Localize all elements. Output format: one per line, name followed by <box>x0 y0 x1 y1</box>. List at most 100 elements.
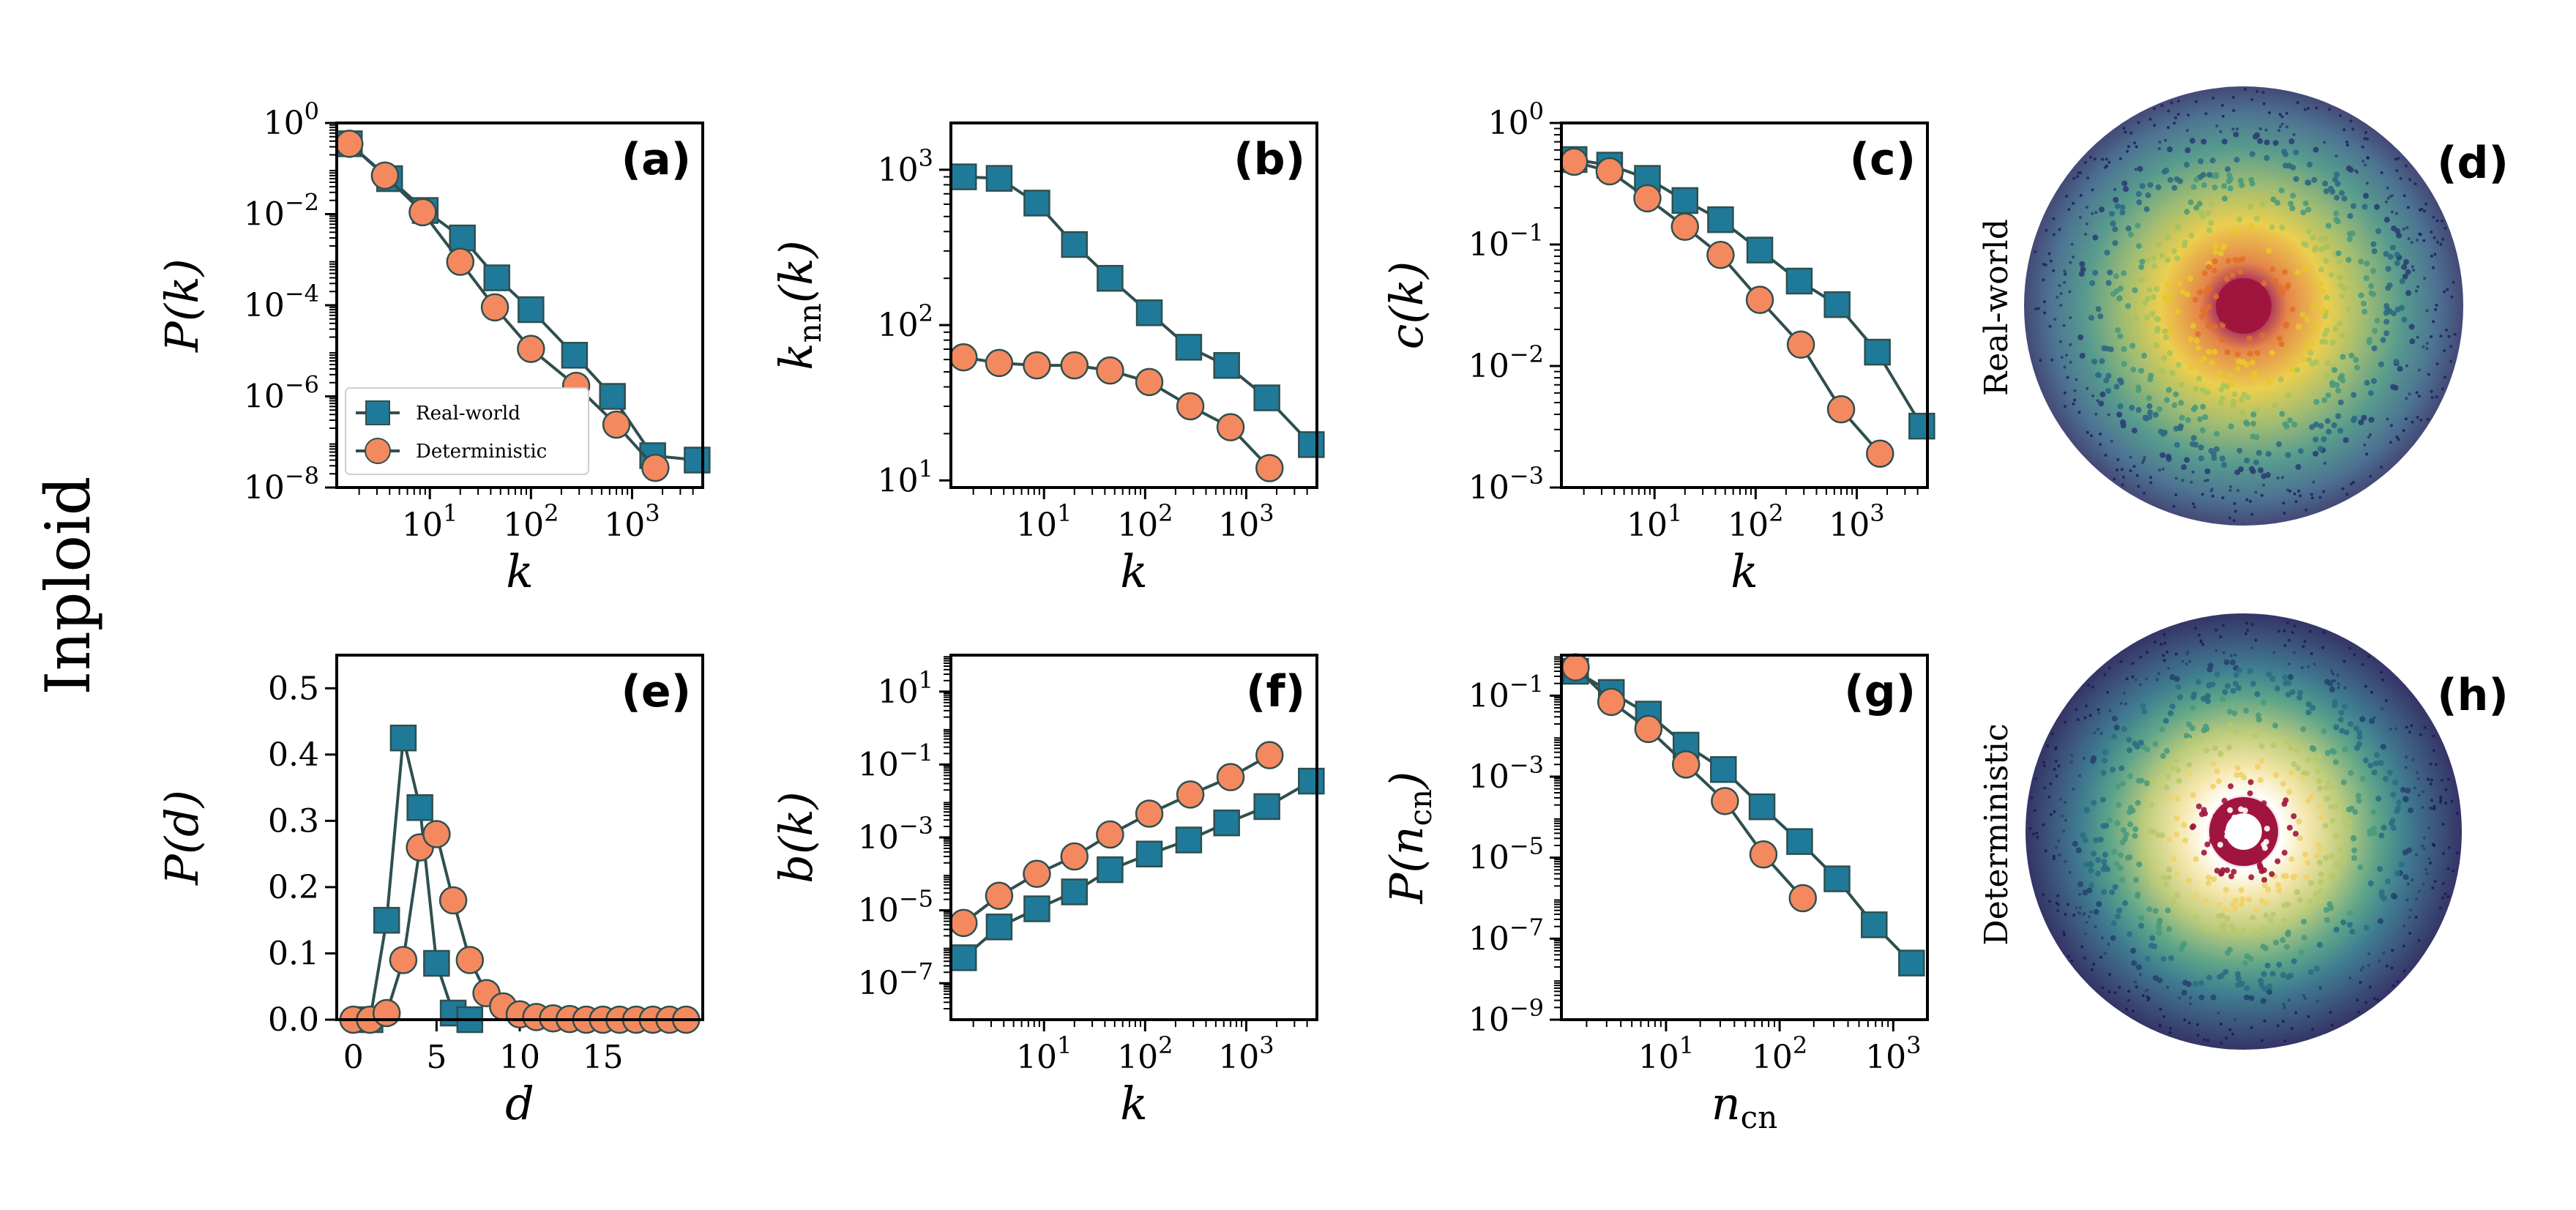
network-node <box>2129 131 2133 135</box>
network-node <box>2346 827 2353 834</box>
network-node <box>2280 972 2286 978</box>
network-node <box>2134 892 2140 899</box>
network-node <box>2322 180 2329 187</box>
network-node <box>2063 280 2067 284</box>
network-node <box>2432 734 2435 738</box>
network-node <box>2222 906 2229 913</box>
network-node <box>2070 959 2074 963</box>
network-node <box>2329 686 2335 692</box>
network-node <box>2260 925 2267 931</box>
network-node <box>2403 258 2409 265</box>
data-point-square <box>950 163 977 190</box>
network-node <box>2202 414 2209 420</box>
network-node <box>2445 328 2448 332</box>
network-node <box>2102 851 2108 858</box>
panel-label-h: (h) <box>2437 670 2509 721</box>
network-node <box>2317 859 2323 866</box>
network-node <box>2077 718 2080 722</box>
network-node <box>2169 764 2176 771</box>
network-node <box>2272 140 2279 146</box>
network-node <box>2204 927 2210 933</box>
network-node <box>2224 833 2230 840</box>
network-node <box>2058 228 2061 231</box>
network-node <box>2322 313 2329 319</box>
network-node <box>2156 930 2162 936</box>
network-node <box>2253 215 2260 222</box>
side-label-deterministic: Deterministic <box>1978 723 2015 945</box>
network-node <box>2101 986 2105 990</box>
network-node <box>2078 271 2085 277</box>
network-node <box>2175 362 2181 368</box>
network-node <box>2450 799 2454 803</box>
network-node <box>2067 955 2071 958</box>
network-node <box>2396 979 2400 983</box>
network-node <box>2269 971 2276 977</box>
network-node <box>2118 876 2125 883</box>
network-node <box>2105 373 2112 379</box>
network-node <box>2231 391 2238 397</box>
network-node <box>2158 141 2162 144</box>
network-node <box>2094 412 2098 416</box>
network-node <box>2244 88 2247 92</box>
data-point-circle <box>985 348 1014 378</box>
network-node <box>2135 191 2142 198</box>
network-node <box>2125 303 2132 310</box>
network-node <box>2138 277 2145 284</box>
network-node <box>2174 477 2178 480</box>
network-node <box>2374 317 2381 324</box>
network-node <box>2092 234 2099 241</box>
network-node <box>2082 837 2088 843</box>
y-tick-label: 10−3 <box>1468 751 1544 796</box>
network-node <box>2240 296 2247 303</box>
x-tick-label: 102 <box>1728 499 1783 544</box>
network-node <box>2192 404 2198 411</box>
network-node <box>2059 292 2063 295</box>
network-node <box>2392 779 2398 785</box>
network-node <box>2293 624 2296 628</box>
network-node <box>2093 908 2099 915</box>
network-node <box>2079 353 2086 359</box>
network-node <box>2328 185 2334 192</box>
network-node <box>2333 210 2340 217</box>
network-node <box>2282 421 2288 427</box>
network-node <box>2221 183 2228 190</box>
network-node <box>2282 1003 2285 1007</box>
network-node <box>2181 990 2187 996</box>
network-node <box>2065 354 2069 357</box>
network-node <box>2264 128 2268 132</box>
network-node <box>2228 1028 2232 1031</box>
network-node <box>2098 400 2105 407</box>
network-node <box>2218 848 2225 854</box>
network-node <box>2062 324 2066 327</box>
data-point-square <box>1898 949 1925 976</box>
network-node <box>2353 725 2359 731</box>
network-node <box>2151 263 2157 269</box>
network-node <box>2342 285 2348 292</box>
network-node <box>2211 184 2218 191</box>
network-node <box>2166 926 2173 933</box>
network-node <box>2346 807 2352 813</box>
network-node <box>2140 460 2144 464</box>
panel-label-a: (a) <box>621 134 691 185</box>
network-node <box>2256 449 2262 456</box>
network-node <box>2339 190 2345 196</box>
network-node <box>2368 283 2375 289</box>
network-node <box>2118 765 2125 772</box>
network-node <box>2302 851 2308 858</box>
network-node <box>2077 881 2083 887</box>
network-node <box>2114 820 2121 826</box>
network-node <box>2135 799 2141 806</box>
network-node <box>2235 365 2241 372</box>
network-node <box>2079 171 2083 174</box>
network-node <box>2294 269 2301 276</box>
network-node <box>2425 342 2429 346</box>
network-node <box>2092 269 2099 276</box>
data-point-circle <box>1560 147 1588 176</box>
network-node <box>2354 744 2360 751</box>
network-node <box>2363 137 2367 141</box>
network-node <box>2206 171 2213 178</box>
network-node <box>2423 277 2427 280</box>
network-node <box>2117 852 2124 859</box>
network-node <box>2321 397 2328 403</box>
network-node <box>2279 125 2282 128</box>
